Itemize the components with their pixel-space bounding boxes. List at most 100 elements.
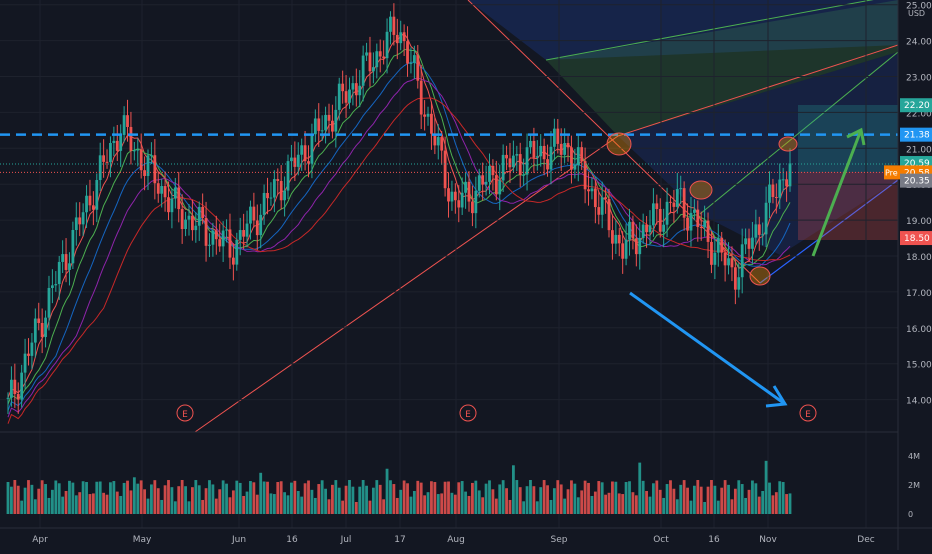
candle-body: [201, 206, 205, 218]
candle-body: [696, 209, 700, 228]
candle-body: [348, 89, 351, 103]
volume-bar: [494, 498, 498, 514]
candle-body: [494, 175, 498, 195]
volume-bar: [621, 494, 625, 514]
volume-bar: [382, 499, 386, 514]
volume-bar: [761, 490, 765, 514]
volume-bar: [85, 482, 88, 514]
position-stop-zone: [798, 172, 898, 240]
candle-body: [634, 238, 638, 255]
volume-tick-label: 4M: [908, 452, 920, 461]
price-axis: [898, 0, 932, 550]
candle-body: [88, 195, 92, 206]
y-tick-label: 22.00: [906, 109, 932, 119]
volume-bar: [184, 486, 187, 514]
candle-body: [532, 140, 536, 158]
volume-bar: [30, 484, 34, 514]
volume-bar: [447, 481, 450, 514]
volume-bar: [477, 490, 481, 514]
candle-body: [580, 147, 584, 162]
x-tick-label: May: [133, 535, 152, 545]
x-tick-label: Oct: [653, 535, 669, 545]
candle-body: [266, 192, 269, 199]
volume-bar: [218, 489, 222, 514]
candle-body: [515, 154, 519, 156]
candle-body: [672, 202, 676, 207]
volume-bar: [337, 487, 341, 514]
earnings-marker: [799, 404, 817, 422]
volume-bar: [191, 487, 194, 514]
candle-body: [395, 34, 399, 44]
candle-body: [744, 238, 748, 245]
y-tick-label: 23.00: [906, 74, 932, 84]
candle-body: [375, 51, 379, 68]
candle-body: [624, 239, 628, 259]
volume-bar: [231, 490, 235, 514]
candle-body: [587, 189, 590, 192]
volume-bar: [781, 482, 785, 514]
volume-bar: [467, 495, 471, 514]
y-tick-label: 17.00: [906, 289, 932, 299]
candle-body: [126, 115, 129, 127]
candle-body: [563, 143, 567, 155]
candle-body: [351, 83, 355, 90]
candle-body: [614, 234, 618, 244]
volume-bar: [754, 483, 758, 514]
volume-bar: [471, 482, 474, 514]
candle-body: [460, 192, 464, 208]
candle-body: [631, 221, 635, 239]
y-tick-label: 18.00: [906, 253, 932, 263]
volume-bar: [450, 492, 454, 514]
volume-bar: [641, 480, 645, 514]
volume-bar: [204, 488, 208, 514]
candle-body: [269, 197, 273, 199]
price-label-text: 22.20: [904, 101, 930, 111]
volume-bar: [10, 486, 13, 514]
candle-body: [119, 134, 123, 151]
volume-bar: [529, 480, 532, 514]
volume-bar: [532, 486, 536, 514]
candle-body: [675, 189, 679, 207]
candle-body: [484, 181, 488, 185]
candle-body: [245, 223, 249, 237]
green-arrow-head: [846, 127, 866, 146]
candle-body: [143, 170, 146, 176]
volume-bar: [307, 480, 310, 514]
candle-body: [733, 267, 737, 290]
volume-bar: [122, 482, 126, 514]
volume-bar: [348, 480, 351, 514]
candle-body: [334, 109, 338, 132]
volume-bar: [300, 496, 304, 514]
candle-body: [290, 157, 293, 162]
volume-bar: [68, 480, 71, 514]
volume-bar: [201, 499, 205, 514]
candle-body: [331, 120, 334, 132]
volume-bar: [136, 483, 140, 514]
volume-bar: [542, 480, 546, 514]
volume-bar: [78, 492, 82, 514]
volume-bar: [768, 482, 771, 514]
candle-body: [590, 188, 594, 192]
volume-bar: [334, 480, 338, 514]
volume-bar: [723, 480, 727, 514]
candle-body: [44, 317, 47, 338]
volume-bar: [634, 495, 638, 514]
channel-line-lower: [699, 51, 899, 215]
price-label-text: 20.35: [904, 177, 930, 187]
volume-bar: [293, 480, 297, 514]
volume-bar: [266, 481, 269, 514]
volume-bar: [655, 480, 659, 514]
volume-bar: [648, 496, 652, 514]
candle-body: [320, 130, 324, 132]
volume-bar: [167, 480, 170, 514]
volume-bar: [597, 481, 601, 514]
candle-body: [317, 118, 321, 131]
volume-bar: [109, 482, 112, 514]
volume-bar: [535, 501, 539, 514]
x-tick-label: 16: [708, 535, 720, 545]
candle-body: [604, 197, 607, 200]
earnings-marker: [176, 404, 194, 422]
price-label-text: 21.38: [904, 131, 930, 141]
